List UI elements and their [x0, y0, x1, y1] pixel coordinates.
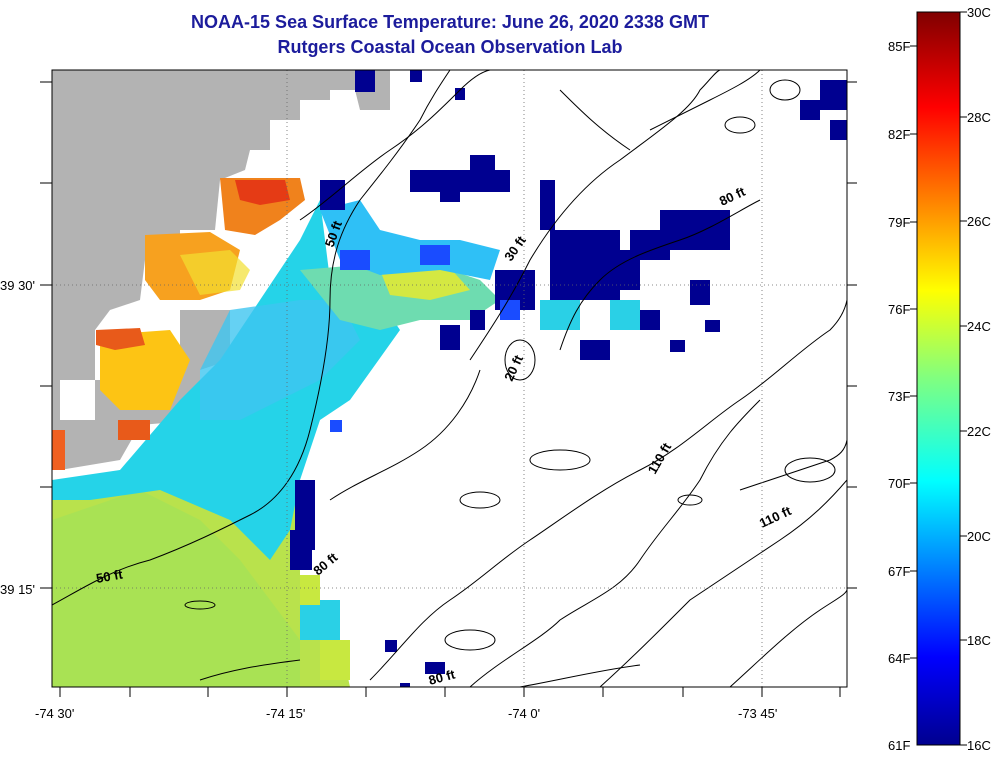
colorbar — [916, 11, 961, 746]
colorbar-c-label: 18C — [967, 633, 991, 648]
colorbar-c-label: 24C — [967, 319, 991, 334]
colorbar-f-label: 61F — [888, 738, 910, 753]
colorbar-c-label: 26C — [967, 214, 991, 229]
contour-label: 80 ft — [427, 666, 457, 688]
colorbar-f-label: 64F — [888, 651, 910, 666]
colorbar-c-label: 28C — [967, 110, 991, 125]
colorbar-c-label: 30C — [967, 5, 991, 20]
colorbar-c-label: 16C — [967, 738, 991, 753]
lon-tick-label: -74 15' — [266, 706, 305, 721]
bathymetry-contours — [52, 70, 847, 687]
colorbar-f-label: 85F — [888, 39, 910, 54]
colorbar-f-label: 73F — [888, 389, 910, 404]
lat-tick-label: 39 30' — [0, 278, 35, 293]
colorbar-f-label: 70F — [888, 476, 910, 491]
colorbar-c-label: 20C — [967, 529, 991, 544]
colorbar-f-label: 79F — [888, 215, 910, 230]
colorbar-f-label: 67F — [888, 564, 910, 579]
contour-label: 50 ft — [95, 566, 125, 586]
colorbar-f-label: 76F — [888, 302, 910, 317]
lat-tick-label: 39 15' — [0, 582, 35, 597]
colorbar-c-label: 22C — [967, 424, 991, 439]
chart-subtitle: Rutgers Coastal Ocean Observation Lab — [277, 37, 623, 57]
axis-ticks — [40, 81, 857, 697]
lon-tick-label: -73 45' — [738, 706, 777, 721]
lon-tick-label: -74 0' — [508, 706, 540, 721]
colorbar-f-label: 82F — [888, 127, 910, 142]
lon-tick-label: -74 30' — [35, 706, 74, 721]
land-mass — [52, 70, 330, 470]
chart-title: NOAA-15 Sea Surface Temperature: June 26… — [191, 12, 709, 32]
